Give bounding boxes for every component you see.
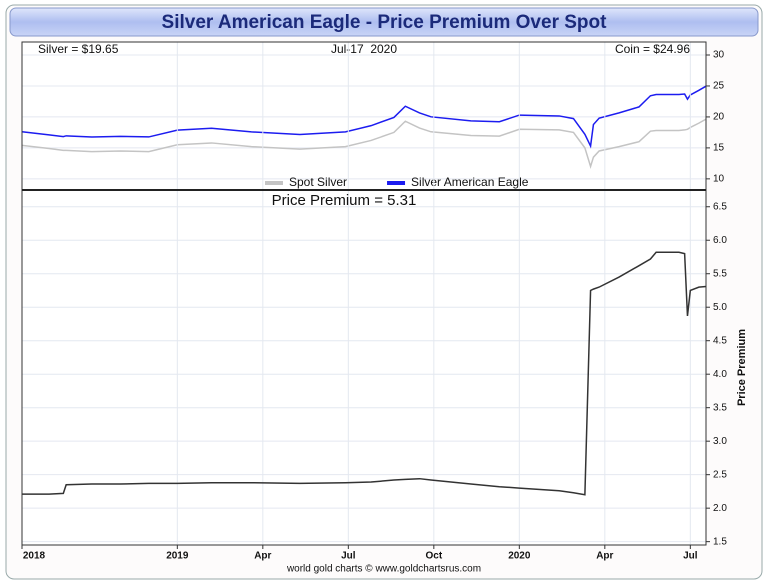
plot-border <box>21 41 707 546</box>
annotation: Silver = $19.65 <box>38 42 119 56</box>
x-tick-label: Oct <box>425 551 442 562</box>
annotation: Coin = $24.96 <box>615 42 690 56</box>
x-tick-label: Apr <box>254 551 271 562</box>
y-tick-label: 20 <box>713 112 725 123</box>
annotation: Price Premium = 5.31 <box>272 192 417 209</box>
x-tick-label: Jul <box>683 551 698 562</box>
y-tick-label: 5.0 <box>713 302 727 313</box>
data-line <box>22 251 707 496</box>
plot-layer: 10 15 20 25 30 Spot Silver Silver American Eag… <box>21 42 748 562</box>
y-tick-label: 6.0 <box>713 235 727 246</box>
y-tick-label: 3.0 <box>713 436 727 447</box>
data-line <box>21 118 707 170</box>
y-tick-label: 4.5 <box>713 335 727 346</box>
annotation: Jul-17 2020 <box>331 42 397 56</box>
x-tick-label: 2019 <box>166 551 189 562</box>
plot-background <box>22 42 706 545</box>
y-tick-label: 6.5 <box>713 201 727 212</box>
y-tick-label: 2.5 <box>713 469 727 480</box>
footer: world gold charts © www.goldchartsrus.co… <box>286 564 481 575</box>
y-tick-label: 15 <box>713 143 725 154</box>
y-tick-label: 5.5 <box>713 268 727 279</box>
y-tick-label: 1.5 <box>713 536 727 547</box>
y-tick-label: 4.0 <box>713 369 727 380</box>
y-tick-label: 3.5 <box>713 402 727 413</box>
legend-label: Spot Silver <box>289 175 347 189</box>
x-tick-label: Apr <box>596 551 613 562</box>
chart-title: Silver American Eagle - Price Premium Ov… <box>162 12 608 33</box>
title-bar <box>9 7 759 37</box>
x-tick-label: 2018 <box>23 551 46 562</box>
data-line <box>21 85 707 149</box>
y-tick-label: 2.0 <box>713 503 727 514</box>
y-tick-label: 10 <box>713 173 725 184</box>
x-tick-label: Jul <box>341 551 356 562</box>
y-tick-label: 25 <box>713 81 725 92</box>
y-tick-label: 30 <box>713 50 725 61</box>
x-tick-label: 2020 <box>508 551 531 562</box>
y-axis-label: Price Premium <box>736 329 748 406</box>
legend-label: Silver American Eagle <box>411 175 529 189</box>
